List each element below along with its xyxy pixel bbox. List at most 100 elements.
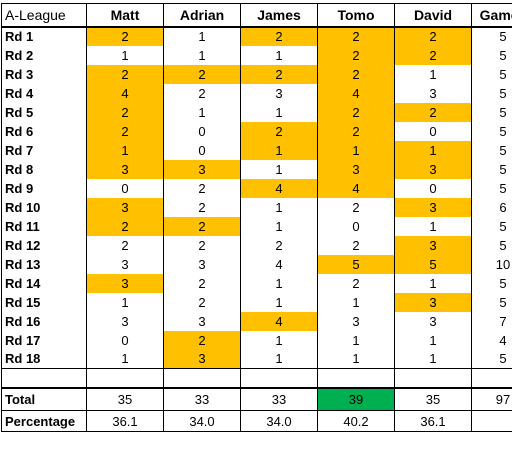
score-cell[interactable]: 1 <box>317 349 395 369</box>
empty-cell[interactable] <box>471 368 512 388</box>
games-cell[interactable]: 5 <box>471 235 512 255</box>
score-cell[interactable]: 1 <box>394 140 472 160</box>
score-cell[interactable]: 4 <box>317 178 395 198</box>
score-cell[interactable]: 3 <box>86 311 164 331</box>
score-cell[interactable]: 2 <box>163 197 241 217</box>
score-cell[interactable]: 3 <box>86 197 164 217</box>
score-cell[interactable]: 0 <box>394 121 472 141</box>
games-cell[interactable]: 5 <box>471 45 512 65</box>
score-cell[interactable]: 4 <box>240 178 318 198</box>
score-cell[interactable]: 3 <box>394 159 472 179</box>
player-header[interactable]: Matt <box>86 3 164 28</box>
score-cell[interactable]: 3 <box>163 311 241 331</box>
score-cell[interactable]: 2 <box>317 273 395 293</box>
score-cell[interactable]: 2 <box>86 64 164 84</box>
player-header[interactable]: Tomo <box>317 3 395 28</box>
round-label[interactable]: Rd 11 <box>1 216 87 236</box>
total-games-cell[interactable]: 97 <box>471 386 512 411</box>
score-cell[interactable]: 1 <box>394 330 472 350</box>
score-cell[interactable]: 1 <box>240 140 318 160</box>
score-cell[interactable]: 1 <box>163 102 241 122</box>
score-cell[interactable]: 0 <box>86 178 164 198</box>
total-cell[interactable]: 35 <box>86 386 164 411</box>
score-cell[interactable]: 1 <box>86 45 164 65</box>
score-cell[interactable]: 2 <box>317 64 395 84</box>
round-label[interactable]: Rd 10 <box>1 197 87 217</box>
total-label[interactable]: Total <box>1 386 87 411</box>
score-cell[interactable]: 2 <box>86 216 164 236</box>
round-label[interactable]: Rd 4 <box>1 83 87 103</box>
score-cell[interactable]: 2 <box>394 102 472 122</box>
games-cell[interactable]: 7 <box>471 311 512 331</box>
score-cell[interactable]: 2 <box>317 102 395 122</box>
games-cell[interactable]: 4 <box>471 330 512 350</box>
games-cell[interactable]: 5 <box>471 64 512 84</box>
score-cell[interactable]: 1 <box>240 159 318 179</box>
score-cell[interactable]: 2 <box>317 197 395 217</box>
score-cell[interactable]: 1 <box>163 25 241 46</box>
score-cell[interactable]: 1 <box>86 292 164 312</box>
score-cell[interactable]: 3 <box>163 254 241 274</box>
total-cell[interactable]: 39 <box>317 386 395 411</box>
corner-label[interactable]: A-League <box>1 3 87 28</box>
games-cell[interactable]: 5 <box>471 140 512 160</box>
score-cell[interactable]: 4 <box>317 83 395 103</box>
score-cell[interactable]: 1 <box>240 216 318 236</box>
empty-cell[interactable] <box>394 368 472 388</box>
player-header[interactable]: James <box>240 3 318 28</box>
score-cell[interactable]: 1 <box>240 45 318 65</box>
score-cell[interactable]: 5 <box>394 254 472 274</box>
score-cell[interactable]: 0 <box>86 330 164 350</box>
games-cell[interactable]: 5 <box>471 83 512 103</box>
score-cell[interactable]: 2 <box>317 121 395 141</box>
score-cell[interactable]: 4 <box>240 311 318 331</box>
games-cell[interactable]: 5 <box>471 292 512 312</box>
games-cell[interactable]: 10 <box>471 254 512 274</box>
score-cell[interactable]: 1 <box>317 140 395 160</box>
score-cell[interactable]: 2 <box>317 25 395 46</box>
games-cell[interactable]: 5 <box>471 349 512 369</box>
score-cell[interactable]: 3 <box>394 311 472 331</box>
round-label[interactable]: Rd 18 <box>1 349 87 369</box>
empty-cell[interactable] <box>163 368 241 388</box>
round-label[interactable]: Rd 12 <box>1 235 87 255</box>
round-label[interactable]: Rd 16 <box>1 311 87 331</box>
percentage-label[interactable]: Percentage <box>1 410 87 432</box>
score-cell[interactable]: 1 <box>86 349 164 369</box>
score-cell[interactable]: 1 <box>394 216 472 236</box>
games-cell[interactable]: 5 <box>471 273 512 293</box>
score-cell[interactable]: 3 <box>394 197 472 217</box>
score-cell[interactable]: 3 <box>317 159 395 179</box>
score-cell[interactable]: 1 <box>240 349 318 369</box>
score-cell[interactable]: 2 <box>240 235 318 255</box>
games-cell[interactable]: 5 <box>471 102 512 122</box>
score-cell[interactable]: 3 <box>394 235 472 255</box>
score-cell[interactable]: 2 <box>86 121 164 141</box>
round-label[interactable]: Rd 13 <box>1 254 87 274</box>
score-cell[interactable]: 3 <box>240 83 318 103</box>
score-cell[interactable]: 2 <box>86 25 164 46</box>
empty-cell[interactable] <box>471 410 512 432</box>
score-cell[interactable]: 1 <box>86 140 164 160</box>
score-cell[interactable]: 3 <box>317 311 395 331</box>
score-cell[interactable]: 1 <box>394 349 472 369</box>
score-cell[interactable]: 1 <box>240 102 318 122</box>
score-cell[interactable]: 2 <box>240 121 318 141</box>
round-label[interactable]: Rd 3 <box>1 64 87 84</box>
score-cell[interactable]: 0 <box>394 178 472 198</box>
score-cell[interactable]: 1 <box>240 197 318 217</box>
round-label[interactable]: Rd 7 <box>1 140 87 160</box>
games-cell[interactable]: 5 <box>471 26 512 46</box>
score-cell[interactable]: 3 <box>86 273 164 293</box>
score-cell[interactable]: 4 <box>86 83 164 103</box>
percentage-cell[interactable]: 36.1 <box>394 410 472 432</box>
score-cell[interactable]: 5 <box>317 254 395 274</box>
score-cell[interactable]: 1 <box>317 330 395 350</box>
total-cell[interactable]: 33 <box>163 386 241 411</box>
round-label[interactable]: Rd 9 <box>1 178 87 198</box>
round-label[interactable]: Rd 14 <box>1 273 87 293</box>
score-cell[interactable]: 4 <box>240 254 318 274</box>
score-cell[interactable]: 3 <box>163 159 241 179</box>
score-cell[interactable]: 2 <box>163 216 241 236</box>
percentage-cell[interactable]: 40.2 <box>317 410 395 432</box>
